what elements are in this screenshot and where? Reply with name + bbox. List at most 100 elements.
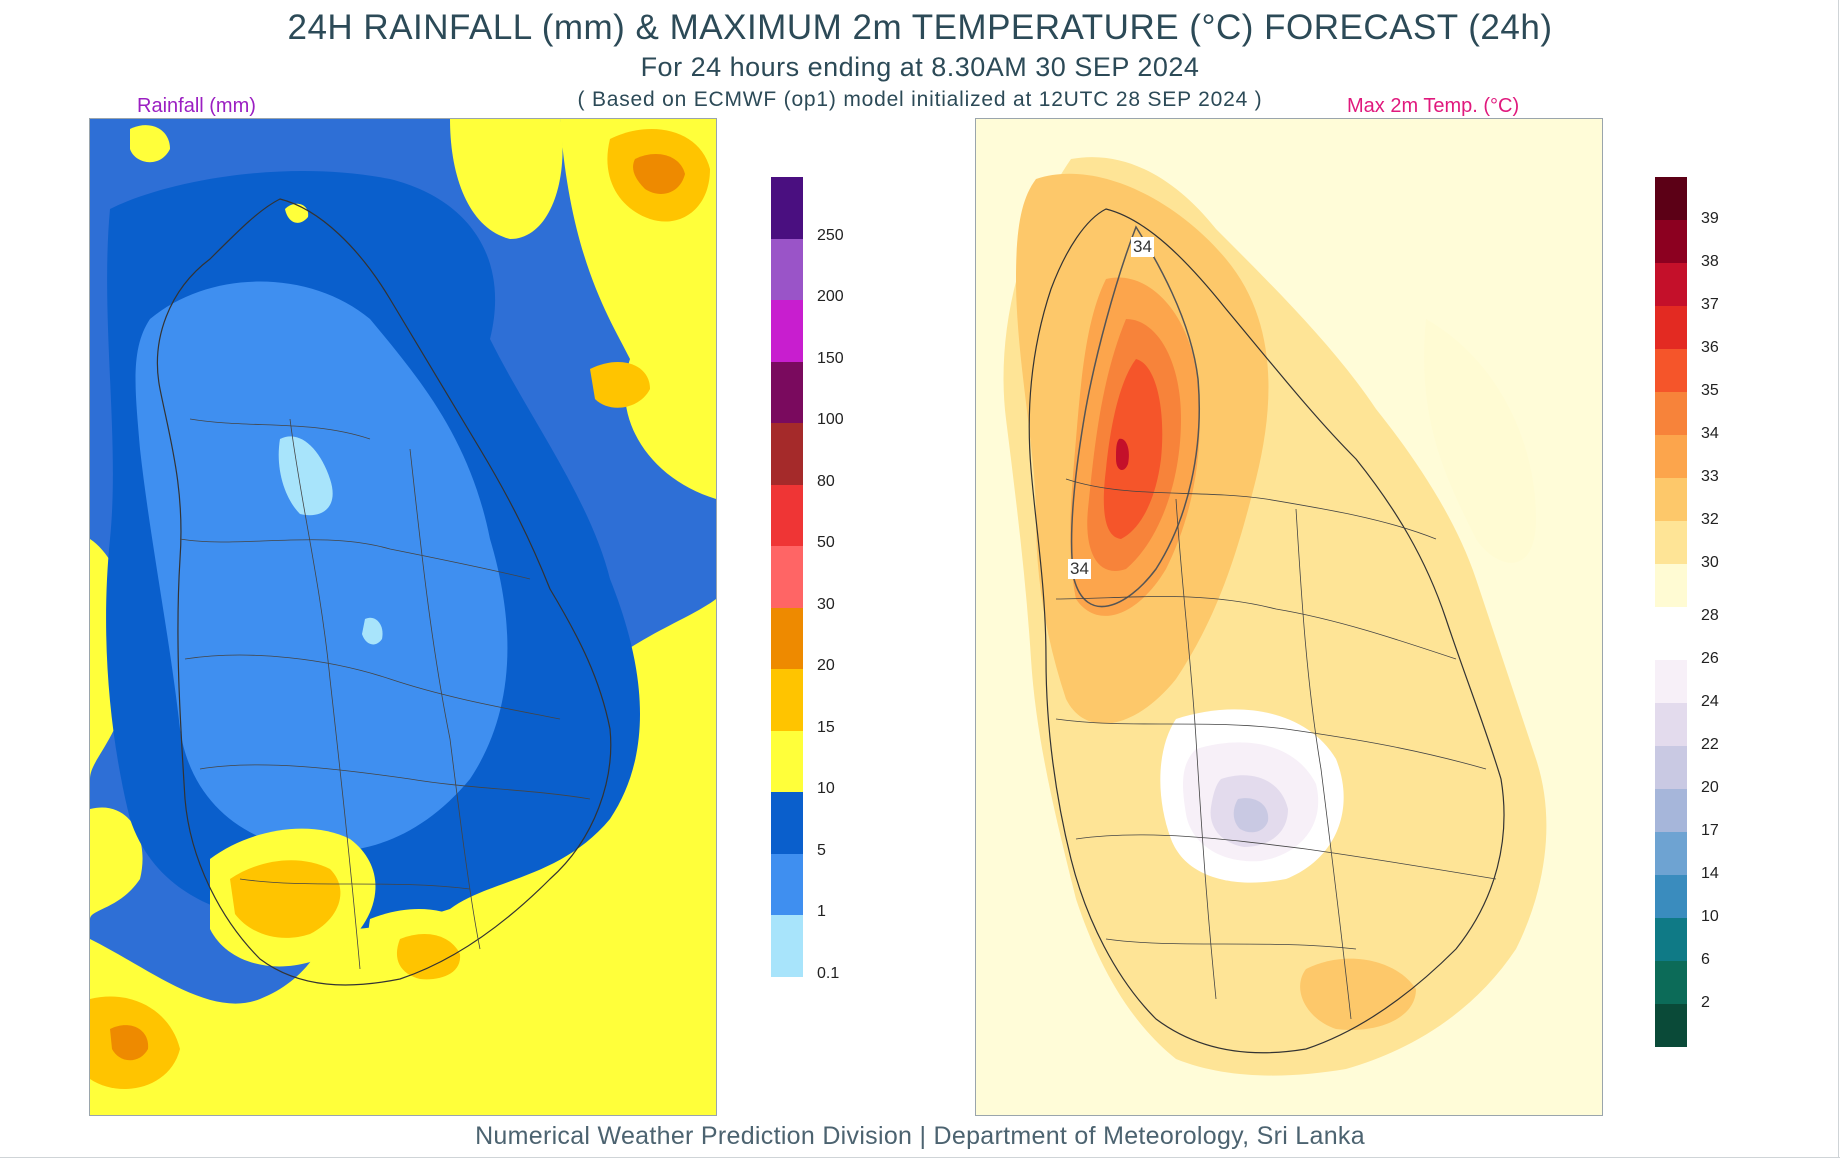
rain-orange-sw xyxy=(230,860,341,938)
colorbar-segment xyxy=(1655,306,1687,349)
temperature-map-svg xyxy=(1003,157,1547,1076)
rain-light-blue xyxy=(135,281,508,852)
rain-yellow-zone xyxy=(90,119,716,1115)
rainfall-map xyxy=(89,118,717,1116)
colorbar-tick-label: 6 xyxy=(1701,951,1710,968)
colorbar-segment xyxy=(1655,789,1687,832)
rain-darkorange-ne xyxy=(633,154,685,194)
colorbar-segment xyxy=(771,915,803,977)
temperature-panel-label: Max 2m Temp. (°C) xyxy=(1347,95,1520,117)
forecast-period: For 24 hours ending at 8.30AM 30 SEP 202… xyxy=(640,52,1200,82)
colorbar-segment xyxy=(1655,875,1687,918)
colorbar-segment xyxy=(1655,564,1687,607)
colorbar-segment xyxy=(1655,961,1687,1004)
colorbar-segment xyxy=(771,730,803,792)
colorbar-segment xyxy=(1655,392,1687,435)
colorbar-tick-label: 38 xyxy=(1701,253,1719,270)
main-title: 24H RAINFALL (mm) & MAXIMUM 2m TEMPERATU… xyxy=(287,8,1553,47)
colorbar-segment xyxy=(771,792,803,854)
colorbar-segment xyxy=(1655,435,1687,478)
colorbar-tick-label: 15 xyxy=(817,718,835,736)
rain-darkorange-sw-corner xyxy=(110,1025,149,1061)
colorbar-segment xyxy=(771,177,803,239)
rain-yellow-island xyxy=(285,203,309,223)
colorbar-segment xyxy=(771,238,803,300)
colorbar-tick-label: 2 xyxy=(1701,994,1710,1011)
colorbar-tick-label: 33 xyxy=(1701,468,1719,485)
colorbar-tick-label: 30 xyxy=(1701,554,1719,571)
colorbar-tick-label: 36 xyxy=(1701,339,1719,356)
colorbar-tick-label: 39 xyxy=(1701,210,1719,227)
colorbar-segment xyxy=(1655,349,1687,392)
rain-yellow-ne xyxy=(450,119,563,239)
colorbar-segment xyxy=(771,607,803,669)
colorbar-segment xyxy=(1655,1004,1687,1047)
colorbar-tick-label: 20 xyxy=(1701,779,1719,796)
rain-coastline xyxy=(156,198,612,986)
colorbar-tick-label: 14 xyxy=(1701,865,1719,882)
colorbar-segment xyxy=(1655,617,1687,660)
rainfall-panel-label: Rainfall (mm) xyxy=(137,95,256,117)
temp-north-35 xyxy=(1103,359,1163,539)
contour-label-north: 34 xyxy=(1131,237,1154,257)
colorbar-segment xyxy=(1655,918,1687,961)
colorbar-tick-label: 34 xyxy=(1701,425,1719,442)
rain-yellow-west-2 xyxy=(90,807,143,919)
colorbar-segment xyxy=(771,546,803,608)
colorbar-segment xyxy=(1655,660,1687,703)
colorbar-tick-label: 10 xyxy=(817,780,835,797)
colorbar-tick-label: 26 xyxy=(1701,650,1719,667)
footer-credit: Numerical Weather Prediction Division | … xyxy=(475,1122,1365,1150)
temp-district-lines xyxy=(1055,478,1497,1020)
colorbar-tick-label: 28 xyxy=(1701,607,1719,624)
colorbar-tick-label: 5 xyxy=(817,841,826,859)
colorbar-segment xyxy=(771,853,803,915)
colorbar-segment xyxy=(771,423,803,485)
colorbar-tick-label: 37 xyxy=(1701,296,1719,313)
colorbar-tick-label: 100 xyxy=(817,411,844,428)
colorbar-tick-label: 200 xyxy=(817,288,844,305)
bottom-rule xyxy=(0,1157,1840,1158)
colorbar-tick-label: 250 xyxy=(817,226,844,244)
contour-label-south: 34 xyxy=(1068,559,1091,579)
temp-contour-34 xyxy=(1070,225,1200,608)
colorbar-segment xyxy=(771,300,803,362)
colorbar-tick-label: 24 xyxy=(1701,693,1719,710)
colorbar-tick-label: 80 xyxy=(817,472,835,490)
rain-orange-e xyxy=(590,361,650,408)
temp-coastline xyxy=(1028,208,1505,1054)
colorbar-tick-label: 32 xyxy=(1701,511,1719,528)
colorbar-tick-label: 17 xyxy=(1701,822,1719,839)
temp-east-halo xyxy=(1424,319,1536,563)
colorbar-segment xyxy=(771,669,803,731)
colorbar-tick-label: 50 xyxy=(817,534,835,551)
colorbar-segment xyxy=(771,484,803,546)
temp-south-32 xyxy=(1300,958,1416,1030)
colorbar-tick-label: 10 xyxy=(1701,908,1719,925)
rain-yellow-n1 xyxy=(130,125,170,163)
colorbar-tick-label: 0.1 xyxy=(817,964,840,982)
colorbar-segment xyxy=(1655,263,1687,306)
colorbar-tick-label: 30 xyxy=(817,595,835,613)
colorbar-segment xyxy=(1655,220,1687,263)
colorbar-tick-label: 20 xyxy=(817,657,835,674)
colorbar-segment xyxy=(1655,521,1687,564)
colorbar-segment xyxy=(1655,746,1687,789)
colorbar-segment xyxy=(1655,177,1687,220)
rainfall-map-svg xyxy=(90,119,716,1115)
model-basis: ( Based on ECMWF (op1) model initialized… xyxy=(577,88,1263,111)
rain-pale-patch-2 xyxy=(362,617,383,645)
rain-pale-patch-1 xyxy=(278,436,333,516)
colorbar-tick-label: 150 xyxy=(817,349,844,367)
temperature-map: 34 34 xyxy=(975,118,1603,1116)
colorbar-tick-label: 1 xyxy=(817,903,826,920)
right-rule xyxy=(1838,0,1839,1158)
rain-district-lines xyxy=(179,418,591,970)
temp-highland-20 xyxy=(1233,798,1269,833)
colorbar-tick-label: 35 xyxy=(1701,382,1719,399)
colorbar-tick-label: 22 xyxy=(1701,736,1719,753)
colorbar-segment xyxy=(1655,832,1687,875)
temp-north-36 xyxy=(1116,438,1129,471)
colorbar-segment xyxy=(1655,478,1687,521)
rain-orange-south xyxy=(396,934,461,980)
